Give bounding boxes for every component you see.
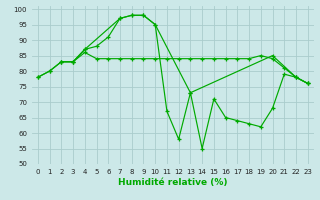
X-axis label: Humidité relative (%): Humidité relative (%) <box>118 178 228 187</box>
